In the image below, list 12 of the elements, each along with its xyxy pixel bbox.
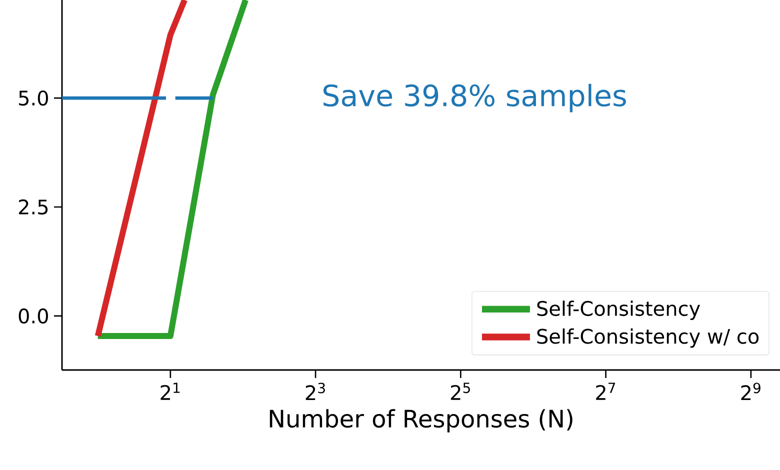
x-tick-label: 2$^{7}$: [596, 382, 616, 400]
x-tick-label: 2$^{1}$: [160, 382, 180, 400]
y-tick-label: 0.0: [18, 308, 48, 324]
legend-label: Self-Consistency: [537, 300, 700, 320]
annotation: Save 39.8% samples: [324, 84, 626, 112]
x-tick-label: 2$^{5}$: [450, 382, 470, 400]
y-tick-label: 5.0: [19, 90, 48, 106]
legend-label: Self-Consistency w/ co: [537, 328, 759, 348]
x-axis-title: Number of Responses (N): [270, 409, 572, 432]
y-tick-label: 2.5: [18, 199, 48, 215]
x-tick-label: 2$^{3}$: [306, 382, 325, 400]
x-tick-label: 2$^{9}$: [741, 382, 760, 400]
